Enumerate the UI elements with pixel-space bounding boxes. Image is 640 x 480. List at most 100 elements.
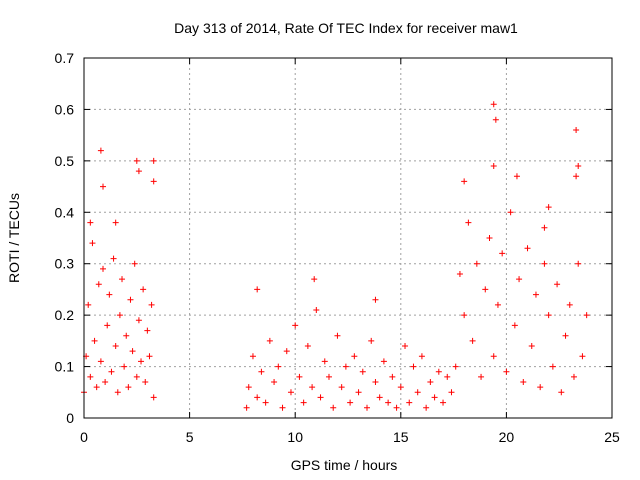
data-point [490,101,497,108]
data-point [338,384,345,391]
data-point [355,389,362,396]
data-point [254,394,261,401]
data-point [334,332,341,339]
data-point [503,368,510,375]
data-point [144,327,151,334]
data-point [410,363,417,370]
data-point [87,219,94,226]
data-point [492,116,499,123]
data-point [499,250,506,257]
data-point [385,399,392,406]
x-tick-label: 20 [499,429,515,445]
data-point [245,384,252,391]
data-point [465,219,472,226]
data-point [123,332,130,339]
data-point [448,389,455,396]
data-point [112,219,119,226]
data-point [89,240,96,247]
data-point [507,209,514,216]
data-point [150,394,157,401]
data-point [351,353,358,360]
y-tick-label: 0.4 [55,204,75,220]
y-tick-label: 0.7 [55,50,75,66]
data-point [372,296,379,303]
y-tick-label: 0.3 [55,256,75,272]
data-point [376,394,383,401]
data-point [121,363,128,370]
chart-title: Day 313 of 2014, Rate Of TEC Index for r… [174,20,518,36]
data-point [283,348,290,355]
data-point [275,363,282,370]
data-point [545,312,552,319]
data-point [142,379,149,385]
data-point [570,373,577,380]
data-point [104,322,111,329]
data-point [423,404,430,411]
data-point [444,373,451,380]
data-point [321,358,328,365]
x-tick-label: 25 [604,429,620,445]
data-point [575,163,582,169]
data-point [100,265,107,272]
data-point [558,389,565,396]
data-point [347,399,354,406]
data-point [108,368,115,375]
data-point [271,379,278,385]
data-point [372,379,379,385]
data-point [435,368,442,375]
data-point [397,384,404,391]
data-point [452,363,459,370]
data-point [150,178,157,185]
data-point [148,301,155,308]
data-point [342,363,349,370]
data-point [427,379,434,385]
y-tick-label: 0.6 [55,101,75,117]
data-point [440,399,447,406]
x-tick-label: 10 [287,429,303,445]
data-point [469,337,476,344]
data-point [138,358,145,365]
data-point [575,260,582,267]
data-point [461,178,468,185]
y-axis-ticks: 0 0.1 0.2 0.3 0.4 0.5 0.6 0.7 [55,50,612,426]
data-point [325,373,332,380]
data-point [541,224,548,231]
data-point [573,173,580,180]
data-point [562,332,569,339]
data-point [520,379,527,385]
y-tick-label: 0.2 [55,307,75,323]
data-point [266,337,273,344]
data-point [287,389,294,396]
data-point [494,301,501,308]
data-point [311,276,318,283]
data-point [150,157,157,164]
data-point [243,404,250,411]
data-point [85,301,92,308]
data-point [119,276,126,283]
data-point [106,291,113,298]
data-point [87,373,94,380]
data-point [112,343,119,349]
data-point [541,260,548,267]
data-point [461,312,468,319]
data-point [110,255,117,262]
data-point [93,384,100,391]
data-point [317,394,324,401]
data-point [133,157,140,164]
x-axis-label: GPS time / hours [291,457,398,473]
data-point [102,379,109,385]
data-point [91,337,98,344]
x-axis-ticks: 0 5 10 15 20 25 [80,58,620,445]
data-point [545,204,552,211]
data-point [133,373,140,380]
data-point [406,399,413,406]
data-point [549,363,556,370]
data-point [95,281,102,288]
data-point [279,404,286,411]
data-point [511,322,518,329]
data-point [131,260,138,267]
data-point [313,307,320,313]
data-point [368,337,375,344]
data-point [309,384,316,391]
data-point [116,312,123,319]
